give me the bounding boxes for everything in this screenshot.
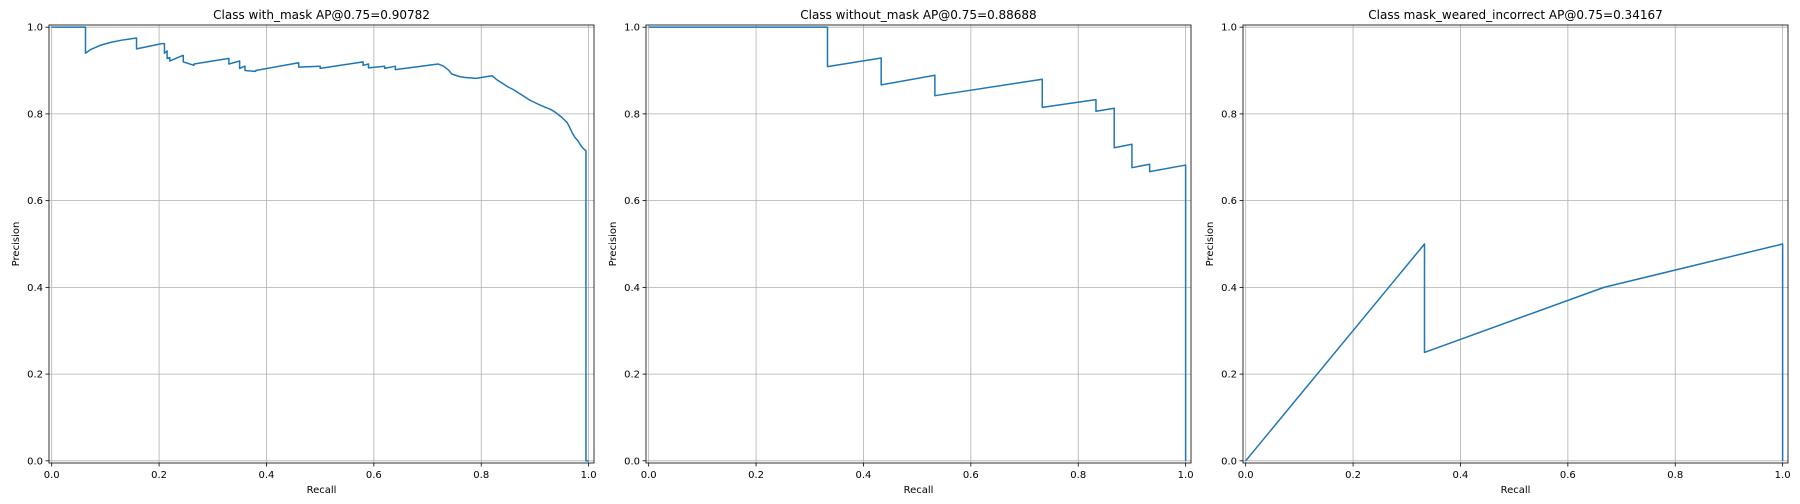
chart-panel-2: 0.0 0.2 0.4 0.6 0.8 1.0 0.0 0.2 0.4 0.6 0.8 1.0 Clas… [608, 8, 1194, 496]
y-tick-label: 0.4 [1221, 283, 1237, 294]
x-tick-label: 1.0 [581, 470, 597, 481]
x-tick-label: 1.0 [1178, 470, 1194, 481]
axes-frame [1242, 24, 1789, 464]
x-tick-label: 0.2 [748, 470, 764, 481]
x-tick-label: 0.0 [641, 470, 657, 481]
x-tick-label: 0.2 [151, 470, 167, 481]
y-tick-label: 0.0 [1221, 456, 1237, 467]
x-tick-label: 0.4 [1453, 470, 1469, 481]
x-tick-label: 0.0 [44, 470, 60, 481]
chart-title: Class without_mask AP@0.75=0.88688 [800, 8, 1036, 22]
x-tick-label: 0.2 [1345, 470, 1361, 481]
y-axis-label: Precision [11, 222, 22, 267]
y-tick-label: 1.0 [624, 23, 640, 34]
y-tick-label: 0.4 [27, 283, 43, 294]
x-tick-label: 0.8 [473, 470, 489, 481]
chart-title: Class mask_weared_incorrect AP@0.75=0.34… [1368, 8, 1662, 22]
x-tick-label: 1.0 [1775, 470, 1791, 481]
y-tick-label: 0.8 [1221, 109, 1237, 120]
y-tick-label: 0.4 [624, 283, 640, 294]
axes-frame [48, 24, 595, 464]
axes-frame [645, 24, 1192, 464]
y-tick-label: 0.2 [27, 370, 43, 381]
y-axis-label: Precision [1205, 222, 1216, 267]
chart-panel-1: 0.0 0.2 0.4 0.6 0.8 1.0 0.0 0.2 0.4 0.6 0.8 1.0 Clas… [11, 8, 597, 496]
y-tick-label: 0.6 [624, 196, 640, 207]
x-tick-label: 0.6 [1560, 470, 1576, 481]
y-tick-label: 1.0 [1221, 23, 1237, 34]
x-tick-label: 0.8 [1070, 470, 1086, 481]
x-tick-label: 0.6 [366, 470, 382, 481]
chart-title: Class with_mask AP@0.75=0.90782 [213, 8, 430, 22]
x-axis-label: Recall [1501, 485, 1531, 496]
x-axis-label: Recall [307, 485, 337, 496]
y-tick-label: 0.0 [624, 456, 640, 467]
x-tick-label: 0.4 [856, 470, 872, 481]
y-axis-label: Precision [608, 222, 619, 267]
y-tick-label: 0.0 [27, 456, 43, 467]
x-axis-label: Recall [904, 485, 934, 496]
y-tick-label: 0.8 [27, 109, 43, 120]
y-tick-label: 0.6 [27, 196, 43, 207]
pr-curve-line [648, 26, 1187, 461]
y-tick-label: 0.6 [1221, 196, 1237, 207]
y-tick-label: 0.2 [1221, 370, 1237, 381]
y-tick-label: 0.8 [624, 109, 640, 120]
y-tick-label: 0.2 [624, 370, 640, 381]
x-tick-label: 0.4 [259, 470, 275, 481]
pr-curve-line [51, 26, 589, 462]
pr-curve-line [1245, 243, 1784, 462]
x-tick-label: 0.6 [963, 470, 979, 481]
chart-panel-3: 0.0 0.2 0.4 0.6 0.8 1.0 0.0 0.2 0.4 0.6 0.8 1.0 Clas… [1205, 8, 1791, 496]
x-tick-label: 0.8 [1667, 470, 1683, 481]
y-tick-label: 1.0 [27, 23, 43, 34]
x-tick-label: 0.0 [1238, 470, 1254, 481]
